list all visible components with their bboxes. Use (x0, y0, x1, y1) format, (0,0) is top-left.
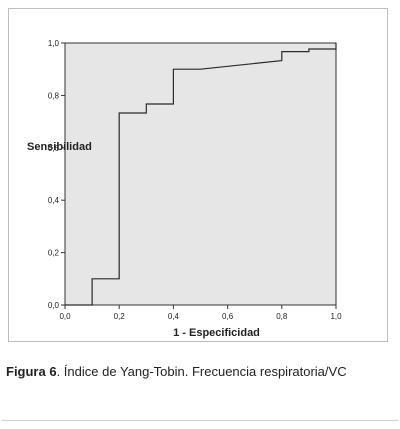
figure-caption: Figura 6. Índice de Yang-Tobin. Frecuenc… (6, 362, 391, 381)
x-axis-title: 1 - Especificidad (173, 327, 260, 339)
x-tick-label: 0,6 (222, 312, 234, 321)
y-axis-title: Sensibilidad (27, 141, 92, 153)
y-tick-label: 0,6 (48, 144, 60, 153)
x-tick-label: 1,0 (330, 312, 342, 321)
caption-label: Figura 6 (6, 364, 57, 379)
x-tick-label: 0,8 (276, 312, 288, 321)
roc-chart: 0,0 0,2 0,4 0,6 0,8 1,0 0,0 0,2 0,4 0,6 0,8 1,0 Sens… (27, 39, 342, 339)
x-tick-label: 0,0 (59, 312, 71, 321)
y-tick-label: 0,8 (48, 91, 60, 100)
caption-text: . Índice de Yang-Tobin. Frecuencia respi… (56, 364, 347, 379)
caption-divider (2, 420, 398, 421)
y-tick-label: 0,2 (48, 249, 60, 258)
figure-frame: 0,0 0,2 0,4 0,6 0,8 1,0 0,0 0,2 0,4 0,6 0,8 1,0 Sens… (8, 8, 388, 342)
x-tick-label: 0,2 (114, 312, 126, 321)
roc-curve-line (65, 43, 337, 306)
y-tick-label: 0,0 (48, 301, 60, 310)
y-tick-label: 0,4 (48, 196, 60, 205)
y-tick-label: 1,0 (48, 39, 60, 48)
x-tick-label: 0,4 (168, 312, 180, 321)
plot-area (64, 42, 337, 306)
